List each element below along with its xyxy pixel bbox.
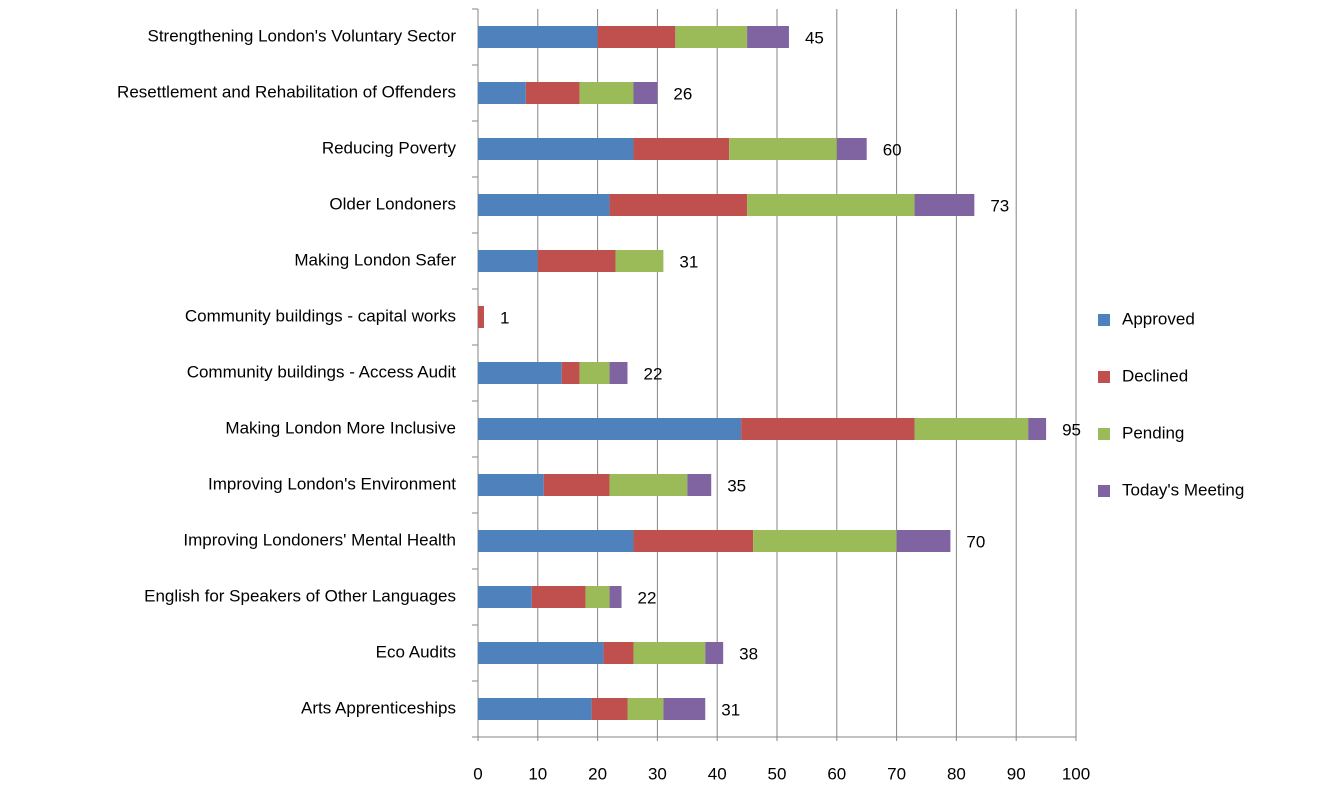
bar-segment: [478, 530, 634, 552]
bar-segment: [896, 530, 951, 552]
y-tick-label: Eco Audits: [376, 642, 456, 661]
x-tick-label: 10: [528, 764, 547, 783]
legend-swatch: [1098, 485, 1110, 497]
bar-segment: [914, 194, 975, 216]
legend-label: Pending: [1122, 423, 1184, 442]
data-label: 31: [721, 700, 740, 719]
data-label: 1: [500, 308, 509, 327]
bar-segment: [478, 698, 592, 720]
x-tick-label: 50: [768, 764, 787, 783]
bar-segment: [537, 250, 616, 272]
bar-segment: [663, 698, 706, 720]
bar-segment: [1028, 418, 1047, 440]
data-label: 73: [990, 196, 1009, 215]
bar-segment: [579, 82, 634, 104]
bar-segment: [478, 306, 484, 328]
bar-segment: [687, 474, 712, 496]
legend-label: Today's Meeting: [1122, 480, 1244, 499]
bar-segment: [753, 530, 897, 552]
bar-segment: [675, 26, 748, 48]
data-label: 22: [644, 364, 663, 383]
x-tick-label: 0: [473, 764, 482, 783]
y-tick-label: Community buildings - Access Audit: [187, 362, 457, 381]
bar-segment: [836, 138, 867, 160]
bar-segment: [531, 586, 586, 608]
bar-segment: [478, 250, 538, 272]
data-label: 60: [883, 140, 902, 159]
bar-segment: [543, 474, 610, 496]
x-tick-label: 20: [588, 764, 607, 783]
bar-segment: [741, 418, 915, 440]
data-label: 35: [727, 476, 746, 495]
bar-segment: [561, 362, 580, 384]
bar-segment: [478, 362, 562, 384]
x-tick-label: 90: [1007, 764, 1026, 783]
bar-segment: [705, 642, 724, 664]
legend-swatch: [1098, 428, 1110, 440]
bar-segment: [729, 138, 837, 160]
x-tick-label: 60: [827, 764, 846, 783]
bar-segment: [914, 418, 1029, 440]
x-tick-label: 80: [947, 764, 966, 783]
y-tick-label: Resettlement and Rehabilitation of Offen…: [117, 82, 456, 101]
bar-segment: [478, 138, 634, 160]
bar-segment: [585, 586, 610, 608]
x-tick-label: 30: [648, 764, 667, 783]
data-label: 45: [805, 28, 824, 47]
bar-segment: [478, 418, 742, 440]
data-label: 70: [966, 532, 985, 551]
data-label: 38: [739, 644, 758, 663]
bar-segment: [478, 586, 532, 608]
bar-segment: [615, 250, 664, 272]
x-tick-label: 70: [887, 764, 906, 783]
bar-segment: [603, 642, 634, 664]
data-label: 22: [638, 588, 657, 607]
y-tick-label: English for Speakers of Other Languages: [144, 586, 456, 605]
bar-segment: [609, 586, 622, 608]
x-tick-label: 100: [1062, 764, 1090, 783]
bar-segment: [478, 642, 604, 664]
bar-segment: [597, 26, 676, 48]
data-label: 26: [673, 84, 692, 103]
bar-segment: [627, 698, 664, 720]
bar-segment: [633, 530, 754, 552]
x-tick-label: 40: [708, 764, 727, 783]
bar-segment: [633, 642, 706, 664]
bar-segment: [478, 194, 610, 216]
data-label: 31: [679, 252, 698, 271]
bar-segment: [591, 698, 628, 720]
bar-segment: [633, 138, 730, 160]
data-label: 95: [1062, 420, 1081, 439]
bar-segment: [579, 362, 610, 384]
bar-segment: [478, 474, 544, 496]
y-tick-label: Improving Londoners' Mental Health: [183, 530, 456, 549]
y-tick-label: Improving London's Environment: [208, 474, 456, 493]
legend-label: Declined: [1122, 366, 1188, 385]
y-tick-label: Arts Apprenticeships: [301, 698, 456, 717]
y-tick-label: Making London Safer: [294, 250, 456, 269]
y-tick-label: Older Londoners: [329, 194, 456, 213]
legend-label: Approved: [1122, 309, 1195, 328]
bar-segment: [609, 474, 688, 496]
bar-segment: [525, 82, 580, 104]
y-tick-label: Making London More Inclusive: [225, 418, 456, 437]
y-tick-label: Reducing Poverty: [322, 138, 457, 157]
legend-swatch: [1098, 371, 1110, 383]
bar-segment: [478, 26, 598, 48]
bar-segment: [478, 82, 526, 104]
y-tick-label: Strengthening London's Voluntary Sector: [147, 26, 456, 45]
legend-swatch: [1098, 314, 1110, 326]
bar-segment: [609, 362, 628, 384]
bar-segment: [747, 194, 915, 216]
bar-segment: [609, 194, 748, 216]
bar-segment: [747, 26, 789, 48]
y-tick-label: Community buildings - capital works: [185, 306, 456, 325]
bar-segment: [633, 82, 658, 104]
